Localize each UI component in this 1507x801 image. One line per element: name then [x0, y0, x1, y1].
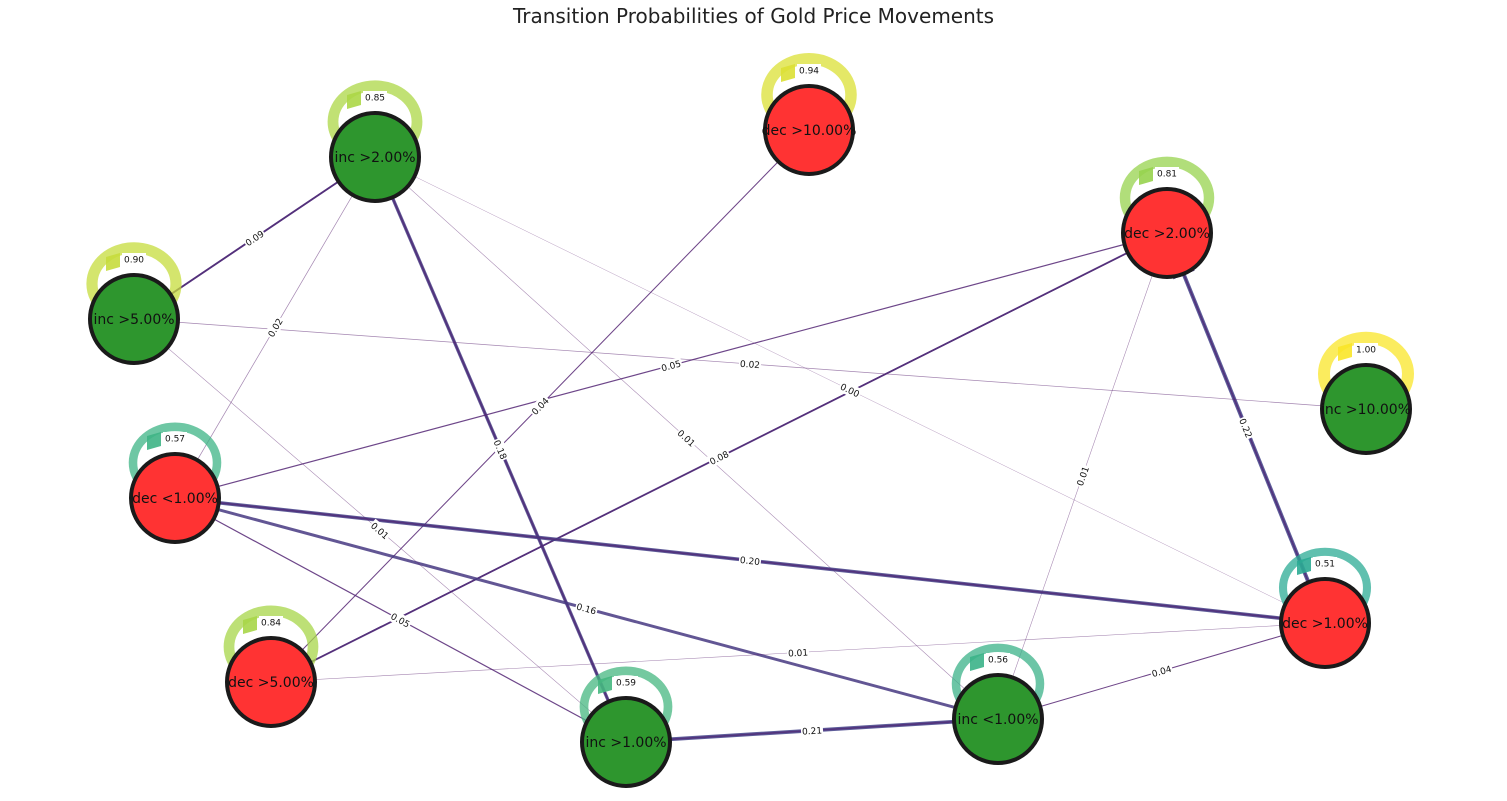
self-loop-arrowhead	[243, 616, 257, 634]
node-inc5[interactable]	[88, 273, 180, 365]
self-loop-inc1	[579, 666, 673, 736]
node-label: inc <1.00%	[957, 712, 1038, 728]
self-loop-arrowhead	[106, 253, 120, 271]
edge-probability-label: 0.05	[389, 612, 411, 630]
self-loop-label: 0.84	[259, 616, 283, 629]
self-loop-arrowhead	[598, 676, 612, 694]
edge-probability-label: 0.00	[838, 382, 861, 400]
self-loops-layer	[86, 53, 1414, 736]
self-loop-probability: 0.94	[799, 67, 819, 77]
node-decl1[interactable]	[129, 452, 221, 544]
edge-probability-label: 0.22	[1236, 417, 1253, 439]
edge-label: 0.21	[800, 723, 824, 738]
self-loop-label: 0.85	[363, 91, 387, 104]
node-dec2[interactable]	[1121, 187, 1213, 279]
self-loop-arrowhead	[1139, 167, 1153, 185]
self-loop-label: 1.00	[1354, 343, 1378, 356]
edge-label: 0.20	[738, 553, 762, 568]
self-loop-label: 0.90	[122, 253, 146, 266]
self-loop-dec5	[223, 605, 319, 677]
self-loop-probability: 0.85	[365, 94, 385, 104]
edge-label: 0.02	[738, 357, 762, 371]
self-loop-probability: 0.81	[1157, 170, 1177, 180]
self-loop-label: 0.57	[163, 432, 187, 445]
edge-label: 0.09	[242, 226, 267, 250]
node-label: inc >1.00%	[585, 735, 666, 751]
self-loop-arrowhead	[970, 653, 984, 671]
self-loop-label: 0.81	[1155, 167, 1179, 180]
self-loop-probability: 0.56	[988, 656, 1008, 666]
self-loop-probability: 0.90	[124, 256, 144, 266]
edge-label: 0.00	[837, 379, 863, 400]
edge-probability-label: 0.01	[788, 648, 809, 659]
self-loop-probability: 0.59	[616, 679, 636, 689]
edge-label: 0.18	[491, 437, 511, 462]
self-loop-incl1	[951, 643, 1045, 713]
self-loop-arrowhead	[147, 432, 161, 450]
self-loop-dec1	[1278, 547, 1372, 617]
edge-probability-label: 0.21	[802, 726, 823, 737]
node-incl1[interactable]	[952, 673, 1044, 765]
chart-title: Transition Probabilities of Gold Price M…	[512, 4, 995, 28]
edge-label: 0.02	[264, 314, 286, 341]
node-label: dec >10.00%	[762, 123, 857, 139]
self-loop-label: 0.94	[797, 64, 821, 77]
node-label: dec <1.00%	[132, 491, 218, 507]
self-loop-probability: 0.84	[261, 619, 281, 629]
self-loop-probability: 1.00	[1356, 346, 1376, 356]
edge-label: 0.16	[574, 599, 599, 617]
self-loop-label: 0.56	[986, 653, 1010, 666]
edge-label: 0.22	[1236, 415, 1256, 441]
nodes-layer: inc >2.00% dec >10.00% dec >2.00% inc >5.00…	[88, 84, 1412, 788]
self-loop-probability: 0.51	[1315, 560, 1335, 570]
node-label: inc >2.00%	[334, 150, 415, 166]
self-loop-arrowhead	[1338, 343, 1352, 361]
self-loop-decl1	[128, 422, 222, 492]
self-loop-arrowhead	[1297, 557, 1311, 575]
self-loop-inc2	[327, 80, 423, 152]
self-loop-label: 0.51	[1313, 557, 1337, 570]
self-loop-label: 0.59	[614, 676, 638, 689]
self-loop-inc5	[86, 242, 182, 314]
edge-probability-label: 0.20	[739, 556, 760, 568]
edge-label: 0.04	[1149, 662, 1174, 680]
self-loop-probability: 0.57	[165, 435, 185, 445]
node-label: dec >2.00%	[1124, 226, 1210, 242]
self-loop-arrowhead	[347, 91, 361, 109]
node-inc10[interactable]	[1320, 363, 1412, 455]
edge-label: 0.01	[1073, 463, 1092, 489]
node-label: inc >5.00%	[93, 312, 174, 328]
self-loop-arrowhead	[781, 64, 795, 82]
node-dec1[interactable]	[1279, 577, 1371, 669]
node-inc1[interactable]	[580, 696, 672, 788]
node-label: dec >1.00%	[1282, 616, 1368, 632]
node-inc2[interactable]	[329, 111, 421, 203]
edge-label: 0.05	[658, 356, 684, 375]
self-loop-inc10	[1318, 331, 1414, 404]
self-loop-dec2	[1119, 156, 1215, 227]
node-label: dec >5.00%	[228, 675, 314, 691]
edge-label: 0.08	[706, 447, 732, 468]
node-label: inc >10.00%	[1321, 402, 1411, 418]
edge-probability-label: 0.05	[660, 360, 682, 375]
edge-probability-label: 0.02	[740, 360, 761, 371]
edge-probability-label: 0.01	[1076, 465, 1092, 487]
self-loop-dec10	[761, 53, 857, 125]
edge-label: 0.01	[786, 645, 810, 660]
node-dec5[interactable]	[225, 636, 317, 728]
node-dec10[interactable]	[763, 84, 855, 176]
